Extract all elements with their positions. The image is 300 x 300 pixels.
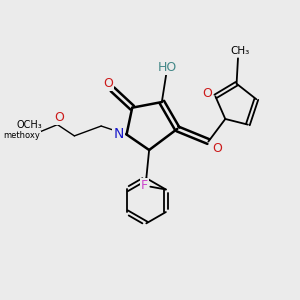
Text: O: O (103, 76, 113, 90)
Text: CH₃: CH₃ (231, 46, 250, 56)
Text: methoxy: methoxy (3, 131, 40, 140)
Text: HO: HO (158, 61, 177, 74)
Text: O: O (212, 142, 222, 155)
Text: O: O (54, 111, 64, 124)
Text: OCH₃: OCH₃ (17, 120, 43, 130)
Text: F: F (141, 179, 148, 192)
Text: O: O (202, 87, 212, 100)
Text: N: N (113, 128, 124, 142)
